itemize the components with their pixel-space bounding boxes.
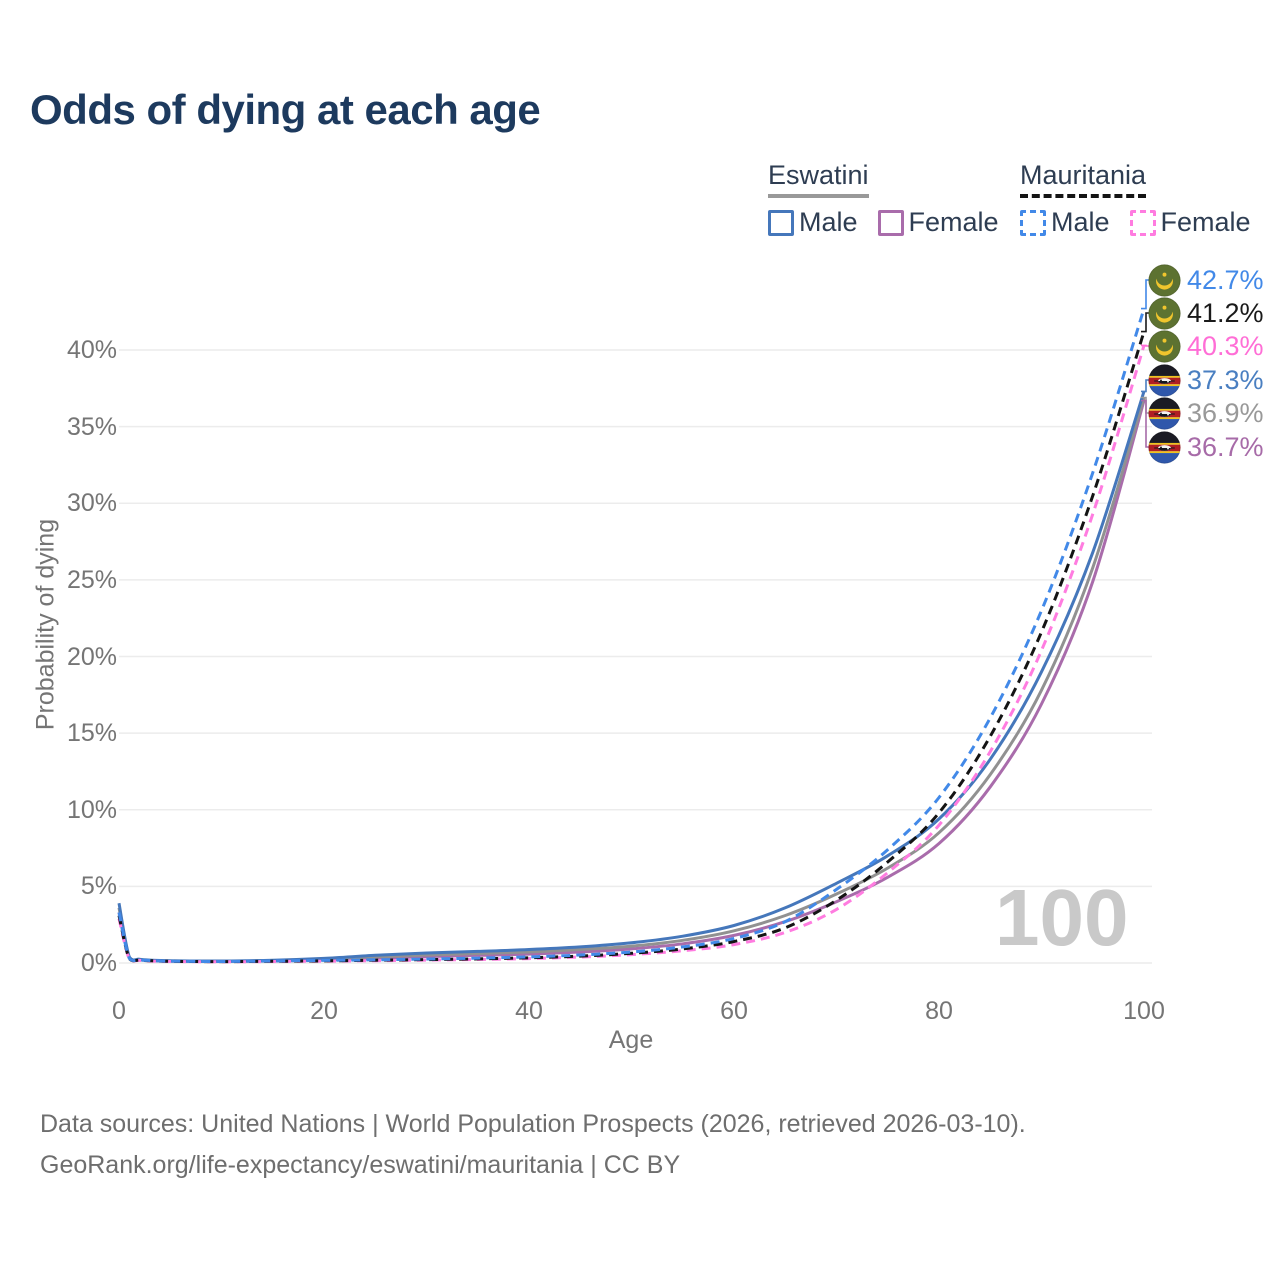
x-axis-tick-label: 60 xyxy=(720,997,748,1025)
y-axis-tick-label: 25% xyxy=(66,565,117,594)
mauritania-flag-icon xyxy=(1148,263,1181,297)
y-axis-tick-label: 20% xyxy=(66,642,117,671)
legend-item-label: Female xyxy=(1160,207,1251,237)
series-line-eswatini-both-sexes xyxy=(117,397,1146,963)
end-label-row: 42.7% xyxy=(1148,263,1264,297)
mauritania-male-swatch-icon xyxy=(1020,209,1046,236)
mauritania-female-swatch-icon xyxy=(1129,209,1156,236)
end-label-value: 36.9% xyxy=(1187,397,1264,428)
end-label-value: 42.7% xyxy=(1187,264,1264,295)
eswatini-flag-icon xyxy=(1148,430,1181,464)
series-line-mauritania-both-sexes xyxy=(117,331,1146,964)
x-axis-title: Age xyxy=(608,1026,654,1054)
x-axis-tick-label: 80 xyxy=(925,997,953,1025)
y-axis-tick-label: 10% xyxy=(66,795,117,824)
legend-item-mauritania-female[interactable]: Female xyxy=(1129,207,1251,238)
legend-group-title-eswatini[interactable]: Eswatini xyxy=(768,160,869,198)
data-sources: Data sources: United Nations | World Pop… xyxy=(40,1104,1026,1186)
legend-item-eswatini-male[interactable]: Male xyxy=(768,207,858,238)
page-title: Odds of dying at each age xyxy=(30,86,541,133)
legend-group-mauritania: Mauritania Male Female xyxy=(1020,160,1251,238)
x-axis-tick-label: 100 xyxy=(1123,997,1165,1025)
legend-group-title-mauritania[interactable]: Mauritania xyxy=(1020,160,1147,198)
legend-group-eswatini: Eswatini Male Female xyxy=(768,160,999,238)
legend-item-label: Male xyxy=(799,207,858,237)
y-axis-tick-label: 0% xyxy=(80,949,117,977)
data-sources-line1: Data sources: United Nations | World Pop… xyxy=(40,1110,1026,1138)
legend-item-label: Male xyxy=(1051,207,1110,237)
eswatini-female-swatch-icon xyxy=(877,209,904,236)
end-label-row: 40.3% xyxy=(1148,329,1264,363)
end-label-row: 36.9% xyxy=(1148,396,1264,430)
series-line-mauritania-male xyxy=(117,308,1146,964)
age-watermark: 100 xyxy=(995,873,1129,962)
series-line-eswatini-male xyxy=(117,390,1146,963)
y-axis-tick-label: 35% xyxy=(66,412,117,441)
y-axis-tick-label: 40% xyxy=(66,336,117,364)
mauritania-flag-icon xyxy=(1148,296,1181,330)
end-label-value: 36.7% xyxy=(1187,431,1264,462)
end-label-value: 37.3% xyxy=(1187,364,1264,395)
y-axis-tick-label: 30% xyxy=(66,489,117,518)
data-sources-line2: GeoRank.org/life-expectancy/eswatini/mau… xyxy=(40,1151,681,1179)
eswatini-flag-icon xyxy=(1148,396,1181,430)
end-label-value: 41.2% xyxy=(1187,297,1264,328)
x-axis-tick-label: 0 xyxy=(112,997,126,1025)
y-axis-tick-label: 15% xyxy=(66,719,117,748)
legend-item-mauritania-male[interactable]: Male xyxy=(1020,207,1110,238)
end-label-row: 41.2% xyxy=(1148,296,1264,330)
series-line-mauritania-female xyxy=(117,344,1146,964)
legend-item-eswatini-female[interactable]: Female xyxy=(877,207,999,238)
eswatini-male-swatch-icon xyxy=(768,209,794,236)
end-label-row: 37.3% xyxy=(1148,363,1264,397)
x-axis-tick-label: 40 xyxy=(515,997,543,1025)
series-line-eswatini-female xyxy=(117,400,1146,964)
mauritania-flag-icon xyxy=(1148,329,1181,363)
end-label-row: 36.7% xyxy=(1148,430,1264,464)
end-label-value: 40.3% xyxy=(1187,330,1264,361)
legend-item-label: Female xyxy=(908,207,999,237)
eswatini-flag-icon xyxy=(1148,363,1181,397)
y-axis-tick-label: 5% xyxy=(80,872,117,901)
x-axis-tick-label: 20 xyxy=(310,997,338,1025)
